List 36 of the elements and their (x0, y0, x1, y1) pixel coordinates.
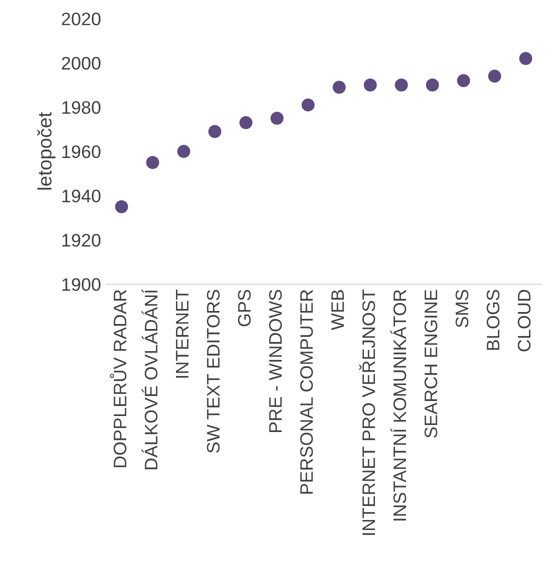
x-tick-label: SEARCH ENGINE (424, 290, 438, 438)
x-tick-label: WEB (331, 290, 344, 330)
point (115, 200, 128, 214)
y-tick-label: 2000 (62, 56, 100, 70)
x-tick-label: DÁLKOVÉ OVLÁDÁNÍ (142, 289, 158, 470)
y-tick-label: 2020 (62, 12, 100, 26)
y-axis-title: letopočet (37, 112, 56, 190)
point (302, 98, 315, 112)
x-tick-label: GPS (238, 290, 251, 326)
point (270, 112, 284, 125)
x-tick-label: INTERNET PRO VEŘEJNOST (359, 289, 376, 535)
x-tick-label: INTERNET (176, 289, 188, 378)
point (488, 70, 502, 83)
x-tick-label: PRE - WINDOWS (269, 290, 282, 432)
x-tick-label: PERSONAL COMPUTER (300, 290, 313, 494)
point (208, 125, 222, 138)
x-tick-label: SMS (456, 290, 468, 328)
y-tick-label: 1920 (62, 234, 100, 247)
x-tick-label: INSTANTNÍ KOMUNIKÁTOR (390, 290, 406, 520)
x-tick-label: BLOGS (486, 290, 500, 350)
y-tick-label: 1960 (62, 145, 100, 158)
x-tick-label: SW TEXT EDITORS (206, 290, 220, 453)
x-tick-label: CLOUD (518, 290, 531, 352)
point (394, 78, 408, 92)
point (364, 78, 377, 92)
point (519, 52, 532, 65)
y-tick-label: 1980 (62, 101, 100, 114)
point (146, 156, 160, 169)
point (332, 80, 346, 94)
point (239, 116, 252, 130)
point (426, 78, 439, 92)
point (457, 74, 470, 88)
x-tick-label: DOPPLERŮV RADAR (110, 290, 126, 468)
y-tick-label: 1940 (62, 190, 100, 202)
y-tick-label: 1900 (62, 278, 100, 291)
point (177, 144, 190, 158)
